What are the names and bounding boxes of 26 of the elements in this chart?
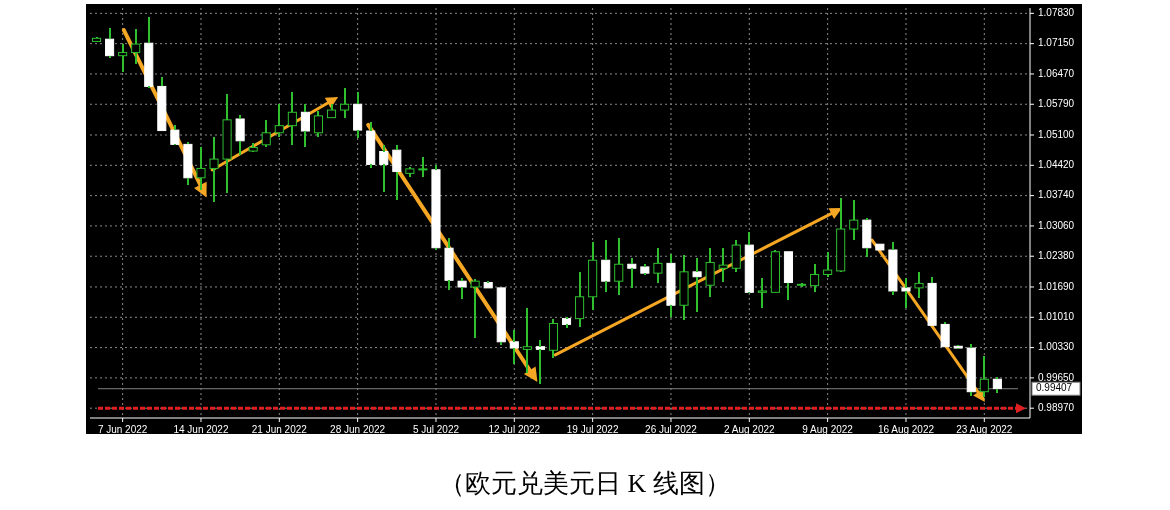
x-tick-label: 26 Jul 2022 [645,423,698,435]
y-tick-label: 1.03060 [1038,219,1075,231]
y-tick-label: 1.07150 [1038,37,1075,49]
y-tick-label: 1.07830 [1038,6,1075,18]
y-tick-label: 1.02380 [1038,249,1075,261]
y-tick-label: 1.03740 [1038,189,1075,201]
y-tick-label: 1.04420 [1038,158,1075,170]
x-tick-label: 7 Jun 2022 [97,423,148,435]
y-tick-label: 0.98970 [1038,401,1075,413]
x-tick-label: 5 Jul 2022 [412,423,460,435]
y-tick-label: 1.06470 [1038,67,1075,79]
x-tick-label: 23 Aug 2022 [956,423,1013,435]
x-tick-label: 14 Jun 2022 [173,423,229,435]
ref-line-label: 0.99407 [1036,382,1073,394]
y-tick-label: 1.01690 [1038,280,1075,292]
y-tick-label: 1.05790 [1038,97,1075,109]
y-tick-label: 1.01010 [1038,310,1075,322]
x-tick-label: 19 Jul 2022 [566,423,619,435]
y-tick-label: 1.05100 [1038,128,1075,140]
text: （欧元兑美元日 K 线图） [439,468,731,498]
x-tick-label: 16 Aug 2022 [877,423,935,435]
x-tick-label: 12 Jul 2022 [488,423,541,435]
y-tick-label: 1.00330 [1038,341,1075,353]
x-tick-label: 21 Jun 2022 [251,423,308,435]
y-tick-label: 0.99650 [1038,371,1075,383]
x-tick-label: 28 Jun 2022 [330,423,386,435]
